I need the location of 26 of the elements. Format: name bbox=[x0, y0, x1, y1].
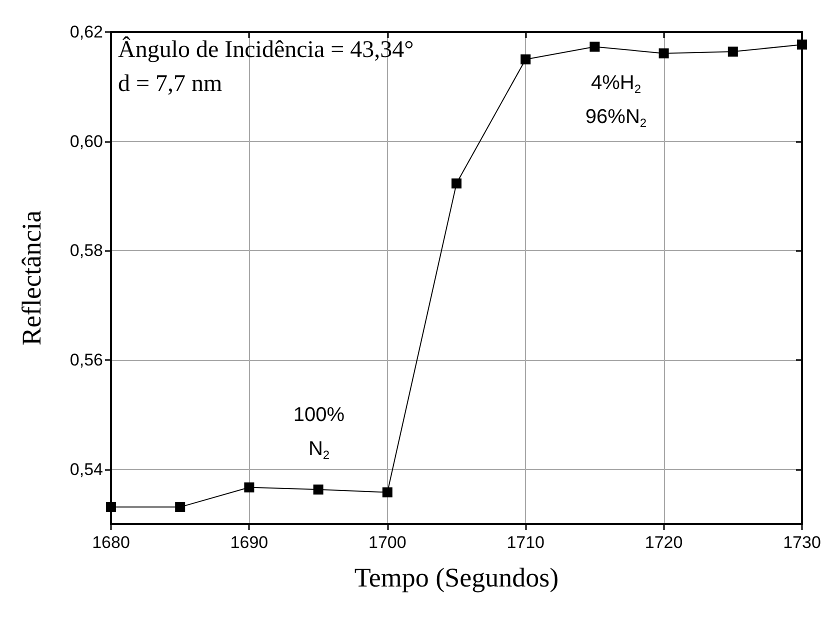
annotation: d = 7,7 nm bbox=[118, 71, 223, 97]
point bbox=[313, 484, 324, 495]
point bbox=[106, 502, 116, 512]
x-tick-label: 1710 bbox=[506, 533, 545, 552]
point bbox=[382, 487, 392, 498]
x-tick-label: 1720 bbox=[644, 533, 683, 552]
x-tick-label: 1730 bbox=[783, 533, 821, 552]
x-axis-title: Tempo (Segundos) bbox=[354, 562, 559, 592]
annotation: Ângulo de Incidência = 43,34° bbox=[118, 36, 414, 63]
y-axis-title: Reflectância bbox=[16, 210, 46, 346]
point bbox=[728, 46, 738, 57]
y-tick-label: 0,54 bbox=[70, 460, 103, 479]
x-tick-label: 1700 bbox=[368, 533, 406, 552]
point bbox=[590, 42, 600, 52]
point bbox=[175, 502, 186, 512]
y-tick-label: 0,58 bbox=[70, 241, 103, 260]
point bbox=[658, 48, 669, 58]
y-tick-label: 0,62 bbox=[70, 22, 103, 42]
y-tick-label: 0,56 bbox=[70, 350, 103, 370]
y-tick-label: 0,60 bbox=[70, 132, 103, 151]
point bbox=[244, 482, 254, 492]
x-tick-label: 1690 bbox=[230, 533, 268, 552]
point bbox=[452, 178, 462, 188]
point bbox=[797, 40, 807, 50]
point bbox=[520, 54, 531, 64]
x-tick-label: 1680 bbox=[92, 533, 130, 552]
